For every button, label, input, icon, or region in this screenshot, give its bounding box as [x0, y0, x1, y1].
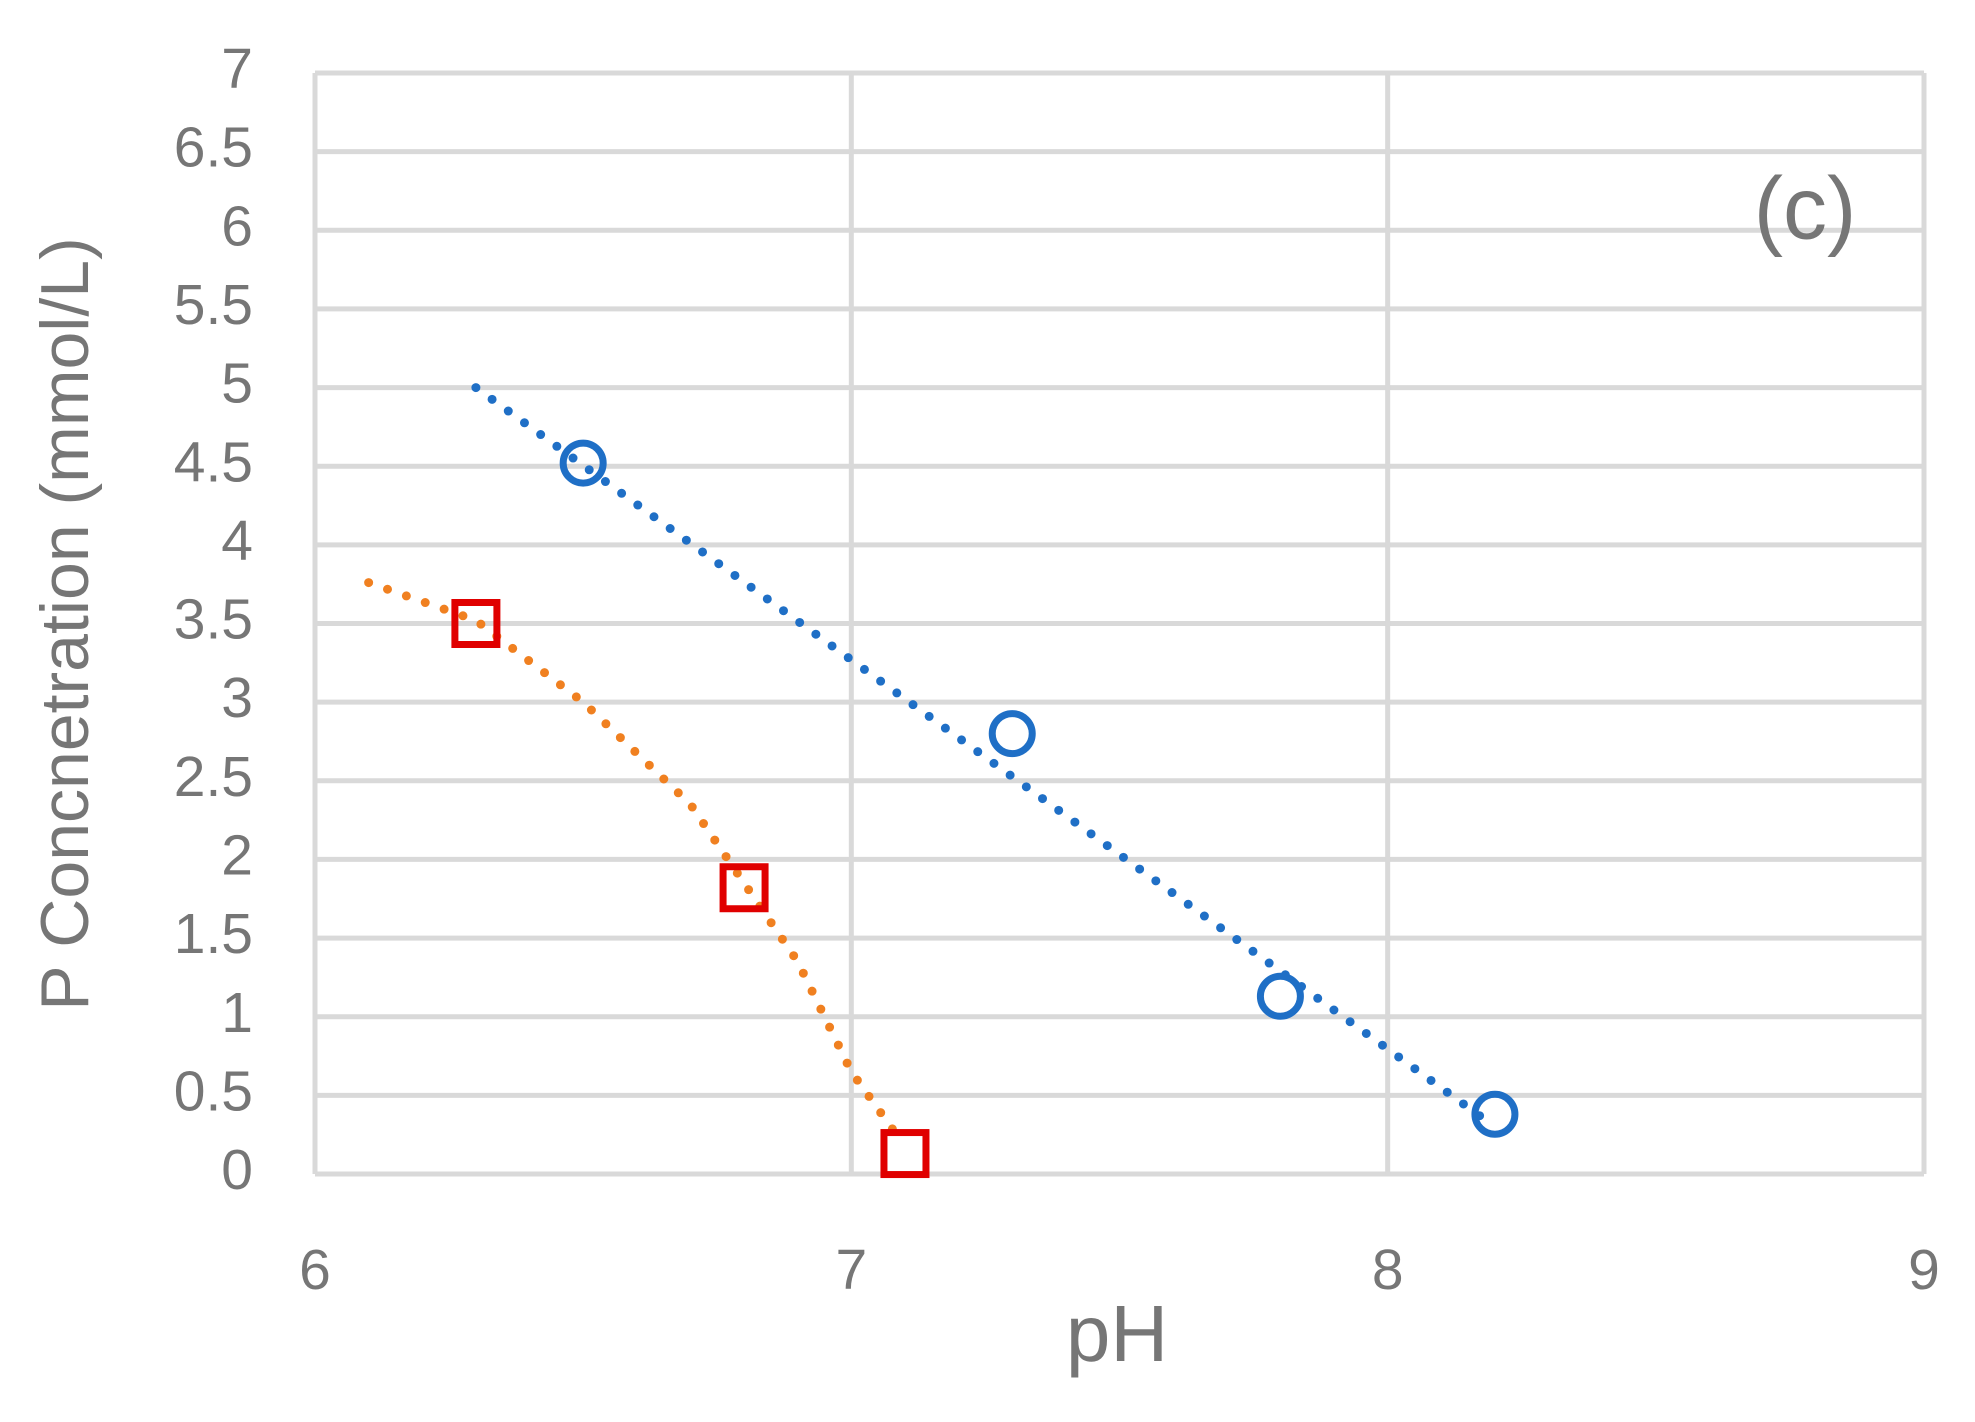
y-tick-label: 5	[221, 352, 253, 416]
y-tick-label: 7	[221, 37, 253, 101]
grid	[312, 70, 1927, 1177]
point	[719, 863, 769, 913]
point	[1471, 1090, 1519, 1138]
y-tick-label: 0	[221, 1138, 253, 1202]
y-tick-label: 6.5	[174, 116, 253, 180]
x-tick-label: 9	[1908, 1238, 1940, 1302]
y-tick-label: 3.5	[174, 588, 253, 652]
y-tick-label: 1.5	[174, 902, 253, 966]
point	[988, 710, 1036, 758]
y-tick-label: 6	[221, 194, 253, 258]
x-axis-title: pH	[1066, 1289, 1168, 1378]
y-tick-label: 3	[221, 666, 253, 730]
y-tick-label: 4	[221, 509, 253, 573]
y-tick-label: 2.5	[174, 745, 253, 809]
point	[451, 599, 501, 648]
y-tick-label: 1	[221, 981, 253, 1045]
y-tick-label: 2	[221, 823, 253, 887]
annotation: (c)	[1754, 158, 1857, 257]
y-axis-title: P Concnetration (mmol/L)	[27, 237, 103, 1011]
x-tick-label: 6	[299, 1238, 331, 1302]
point	[559, 439, 607, 487]
x-tick-label: 8	[1372, 1238, 1404, 1302]
marks	[364, 383, 1519, 1179]
y-tick-label: 0.5	[174, 1059, 253, 1123]
y-tick-label: 5.5	[174, 273, 253, 337]
point	[880, 1129, 930, 1179]
x-tick-label: 7	[835, 1238, 867, 1302]
trend-line	[364, 578, 899, 1137]
point	[1256, 972, 1304, 1020]
y-tick-label: 4.5	[174, 430, 253, 494]
